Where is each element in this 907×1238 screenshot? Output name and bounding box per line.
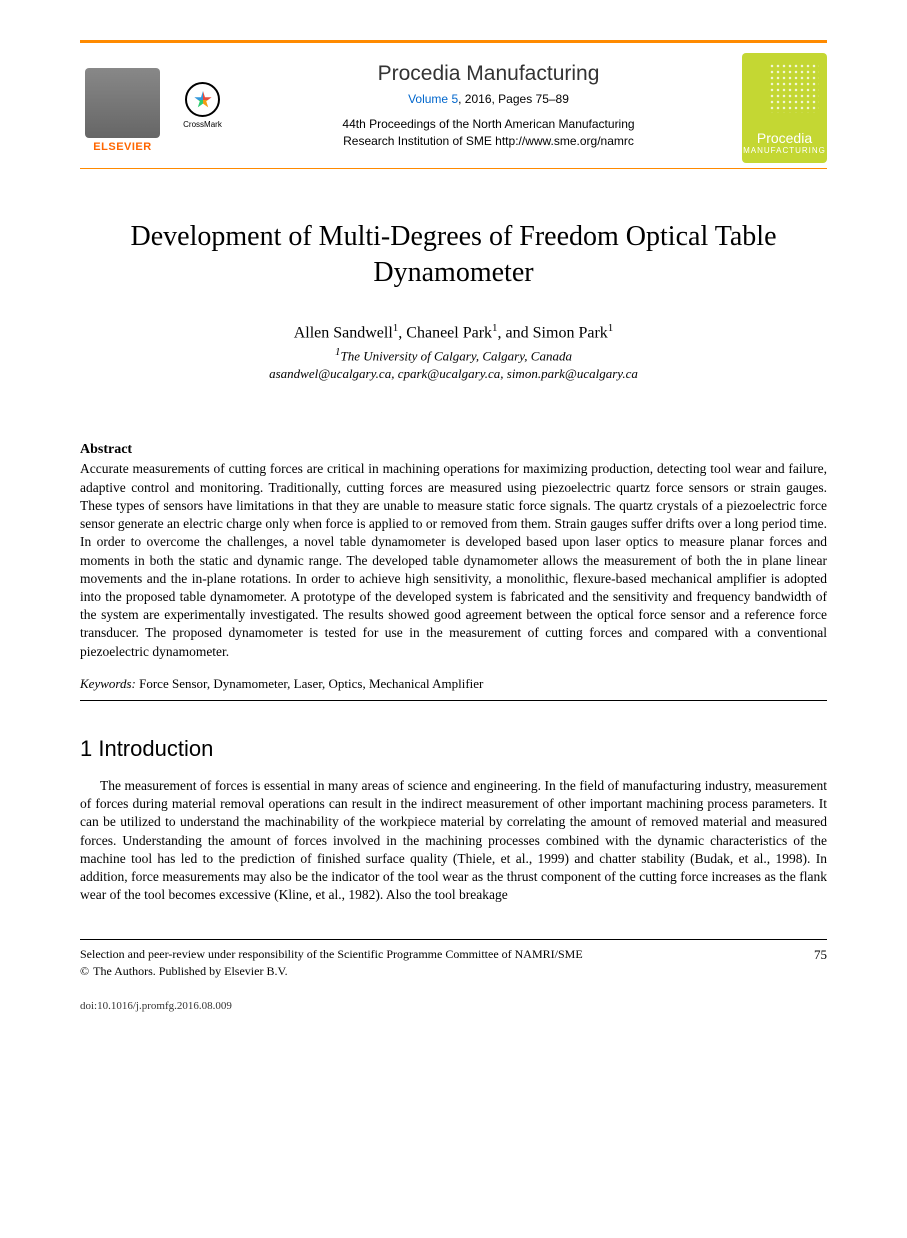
- keywords-divider: [80, 700, 827, 701]
- authors: Allen Sandwell1, Chaneel Park1, and Simo…: [80, 322, 827, 342]
- selection-text: Selection and peer-review under responsi…: [80, 946, 794, 963]
- volume-line: Volume 5, 2016, Pages 75–89: [240, 92, 737, 106]
- abstract-body: Accurate measurements of cutting forces …: [80, 460, 827, 660]
- procedia-badge: Procedia MANUFACTURING: [742, 53, 827, 163]
- keywords-list: Force Sensor, Dynamometer, Laser, Optics…: [139, 676, 483, 691]
- section-1-heading: 1 Introduction: [80, 736, 827, 762]
- conference-info: 44th Proceedings of the North American M…: [240, 116, 737, 150]
- procedia-badge-subtitle: MANUFACTURING: [743, 146, 826, 155]
- elsevier-label: ELSEVIER: [93, 141, 151, 153]
- elsevier-logo[interactable]: ELSEVIER: [80, 58, 165, 153]
- header-center: Procedia Manufacturing Volume 5, 2016, P…: [240, 62, 827, 150]
- keywords: Keywords: Force Sensor, Dynamometer, Las…: [80, 676, 827, 692]
- journal-header: ELSEVIER CrossMark Procedia Manufacturin…: [80, 40, 827, 169]
- copyright-text: The Authors. Published by Elsevier B.V.: [93, 963, 287, 980]
- keywords-label: Keywords:: [80, 676, 136, 691]
- author-1: Allen Sandwell: [294, 324, 393, 341]
- page-number: 75: [814, 946, 827, 980]
- crossmark-badge[interactable]: CrossMark: [180, 82, 225, 129]
- abstract-heading: Abstract: [80, 442, 827, 458]
- section-1-body: The measurement of forces is essential i…: [80, 777, 827, 905]
- pages: Pages 75–89: [498, 92, 569, 106]
- doi: doi:10.1016/j.promfg.2016.08.009: [80, 1000, 827, 1012]
- year: 2016: [465, 92, 492, 106]
- copyright-symbol: ©: [80, 963, 89, 980]
- author-2: Chaneel Park: [406, 324, 492, 341]
- crossmark-icon: [185, 82, 220, 117]
- affiliation-text: The University of Calgary, Calgary, Cana…: [340, 348, 571, 363]
- copyright-line: © The Authors. Published by Elsevier B.V…: [80, 963, 794, 980]
- footer-text: Selection and peer-review under responsi…: [80, 946, 794, 980]
- paper-title: Development of Multi-Degrees of Freedom …: [100, 219, 807, 292]
- conference-line-1: 44th Proceedings of the North American M…: [240, 116, 737, 133]
- procedia-badge-title: Procedia: [757, 130, 812, 146]
- author-emails: asandwel@ucalgary.ca, cpark@ucalgary.ca,…: [80, 366, 827, 382]
- volume-link[interactable]: Volume 5: [408, 92, 458, 106]
- affiliation: 1The University of Calgary, Calgary, Can…: [80, 346, 827, 364]
- conference-line-2: Research Institution of SME http://www.s…: [240, 133, 737, 150]
- crossmark-label: CrossMark: [180, 120, 225, 129]
- journal-name: Procedia Manufacturing: [240, 62, 737, 86]
- author-3: Simon Park: [533, 324, 608, 341]
- footer: Selection and peer-review under responsi…: [80, 939, 827, 980]
- elsevier-tree-icon: [85, 68, 160, 138]
- procedia-dots-icon: [769, 63, 819, 113]
